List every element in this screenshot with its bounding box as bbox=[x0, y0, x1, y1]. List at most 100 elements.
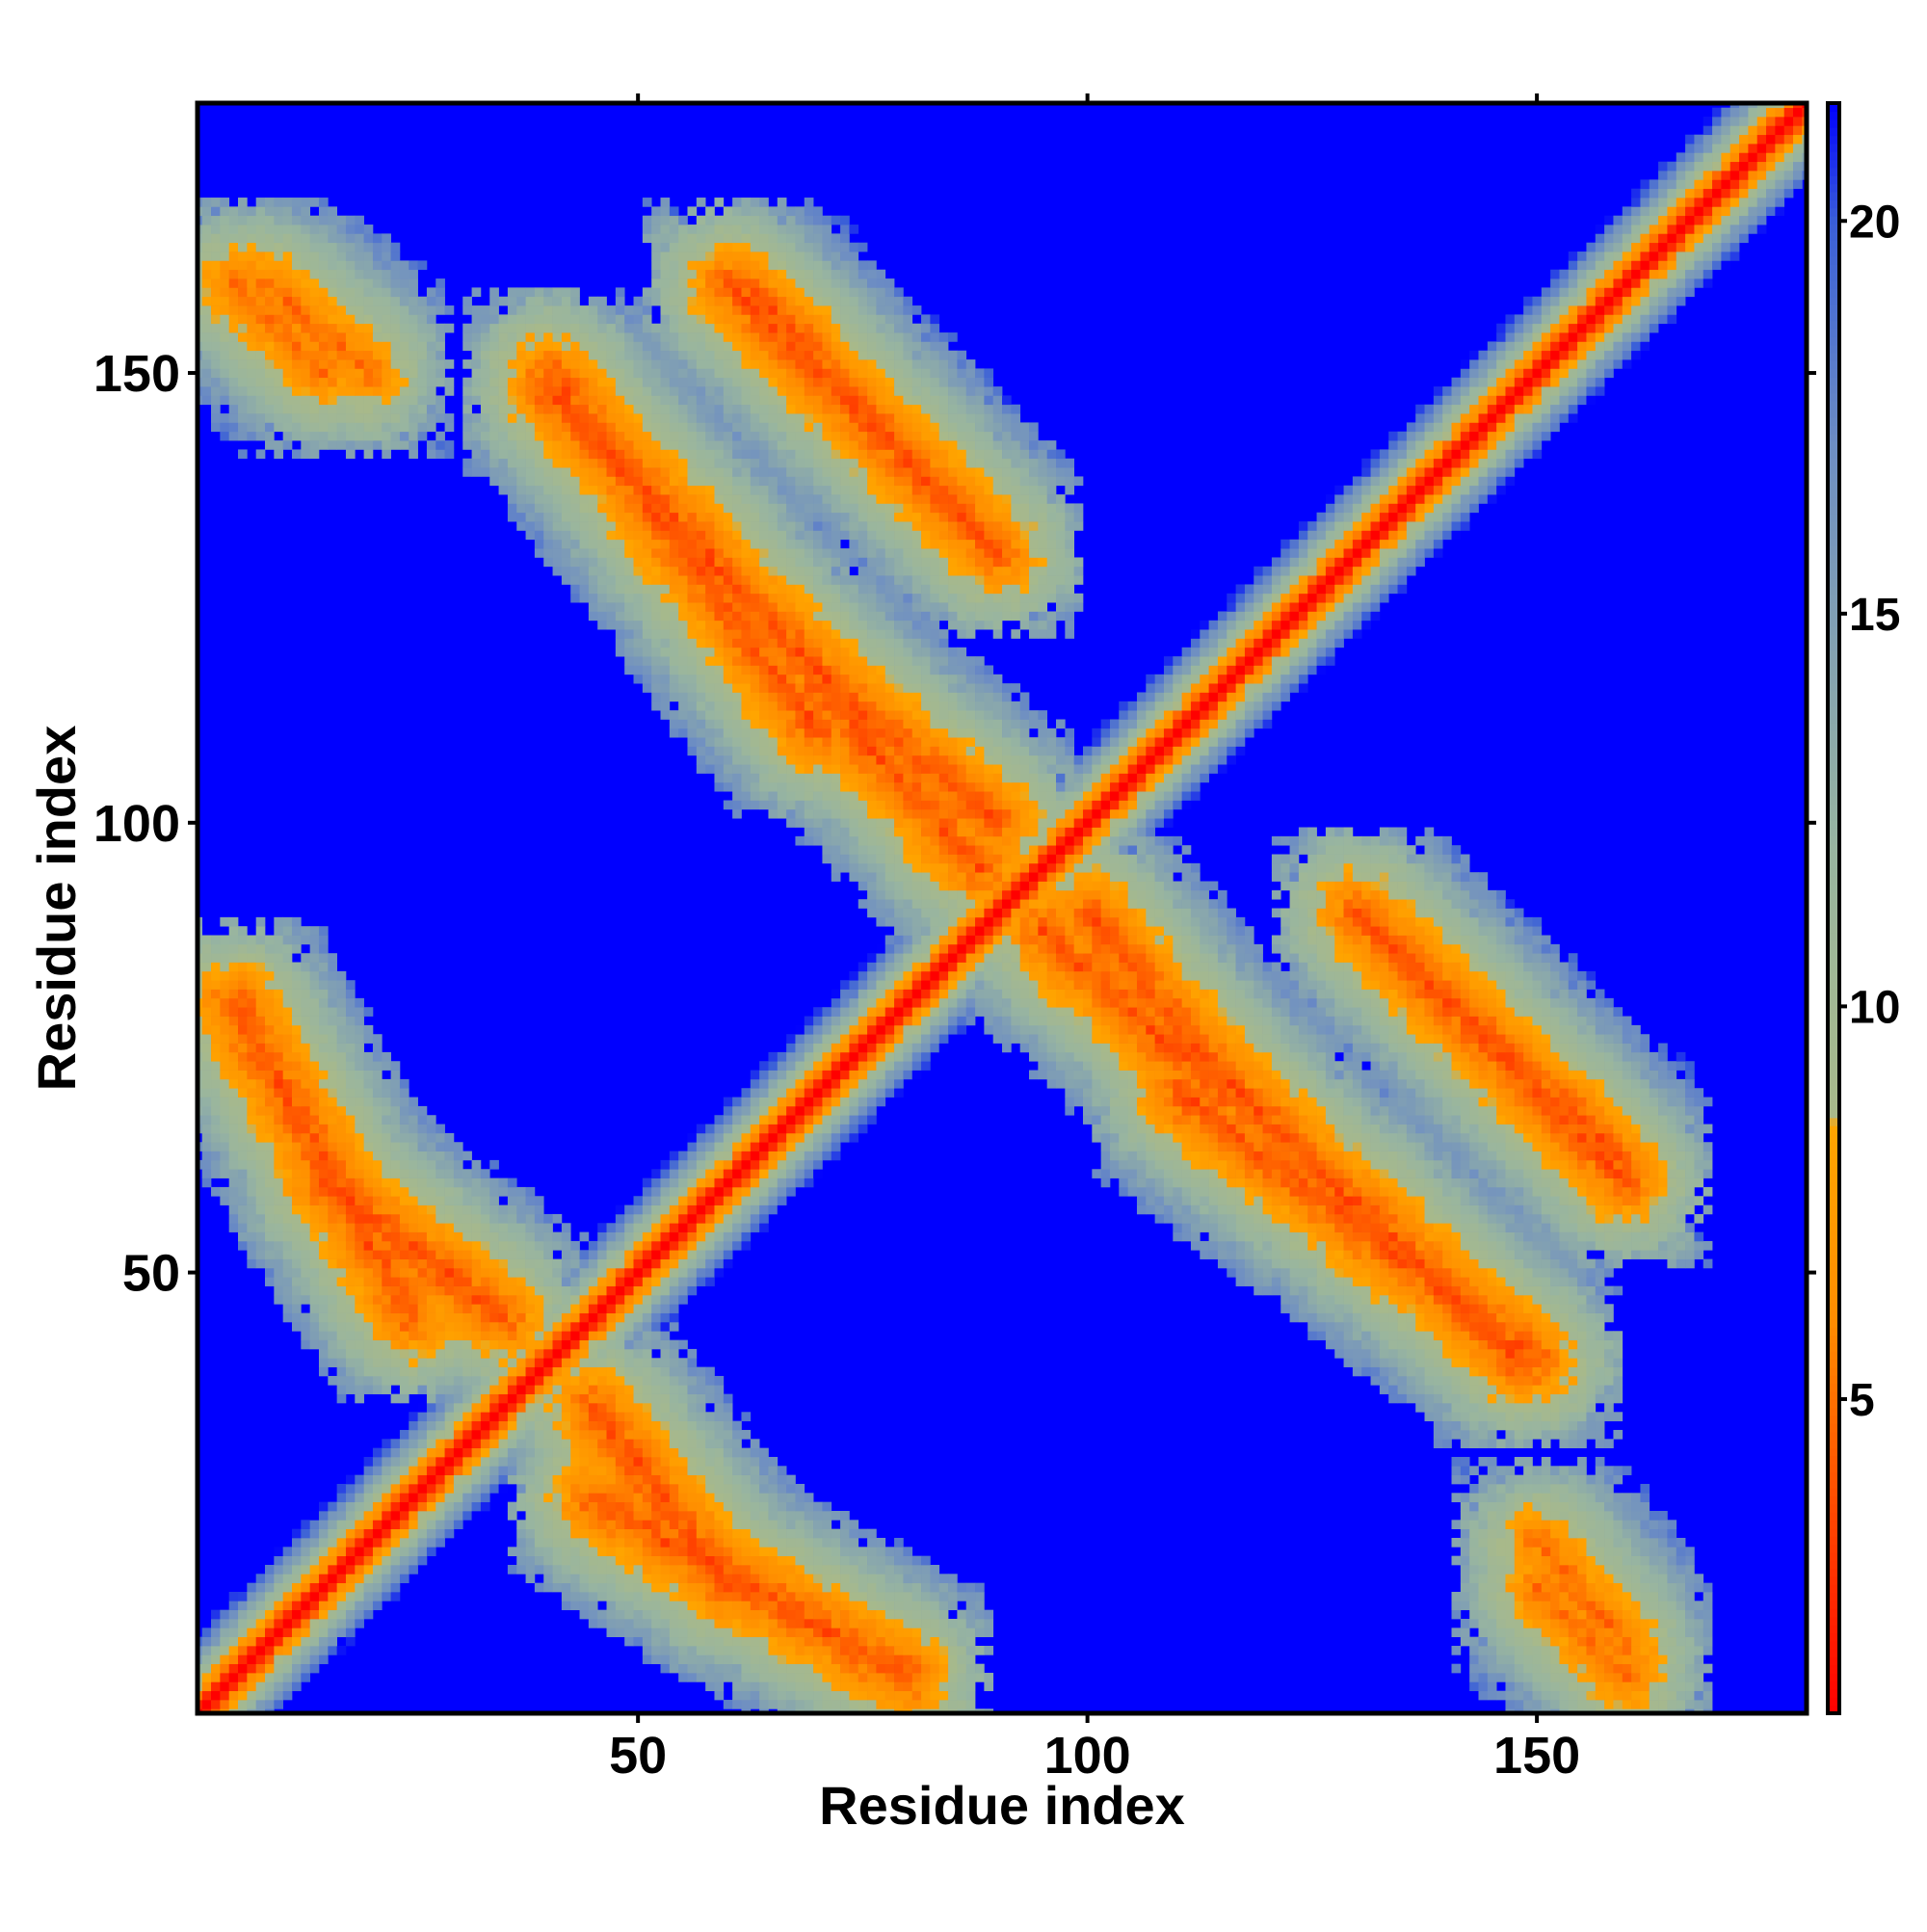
heatmap-cell bbox=[1496, 1258, 1506, 1269]
heatmap-cell bbox=[328, 1250, 337, 1259]
heatmap-cell bbox=[1280, 1196, 1290, 1205]
heatmap-cell bbox=[480, 1213, 490, 1224]
heatmap-cell bbox=[1532, 1420, 1543, 1431]
heatmap-cell bbox=[453, 1358, 463, 1367]
heatmap-cell bbox=[1577, 1601, 1587, 1611]
heatmap-cell bbox=[1613, 1646, 1623, 1655]
heatmap-cell bbox=[957, 1582, 967, 1593]
heatmap-cell bbox=[1271, 1250, 1281, 1259]
heatmap-cell bbox=[606, 1582, 617, 1593]
heatmap-cell bbox=[1208, 1231, 1219, 1242]
heatmap-cell bbox=[642, 1285, 652, 1296]
heatmap-cell bbox=[1595, 1456, 1605, 1467]
heatmap-cell bbox=[884, 1663, 895, 1674]
heatmap-cell bbox=[588, 1493, 598, 1502]
heatmap-cell bbox=[714, 1474, 725, 1485]
heatmap-cell bbox=[328, 1178, 337, 1188]
heatmap-cell bbox=[1676, 1537, 1686, 1548]
heatmap-cell bbox=[274, 1294, 284, 1305]
heatmap-cell bbox=[552, 1231, 563, 1242]
heatmap-cell bbox=[1622, 1628, 1632, 1638]
heatmap-cell bbox=[1460, 1466, 1470, 1475]
heatmap-cell bbox=[1163, 1178, 1174, 1188]
heatmap-cell bbox=[849, 1565, 859, 1575]
heatmap-cell bbox=[840, 1574, 850, 1584]
heatmap-cell bbox=[444, 1439, 455, 1448]
heatmap-cell bbox=[642, 1186, 652, 1197]
heatmap-cell bbox=[498, 1213, 509, 1224]
heatmap-cell bbox=[1703, 1609, 1713, 1620]
heatmap-cell bbox=[1505, 1528, 1516, 1539]
heatmap-cell bbox=[840, 1673, 850, 1682]
heatmap-cell bbox=[1343, 1250, 1354, 1259]
heatmap-cell bbox=[372, 1348, 383, 1359]
heatmap-cell bbox=[471, 1267, 482, 1278]
heatmap-cell bbox=[355, 1294, 364, 1305]
heatmap-cell bbox=[867, 1565, 877, 1575]
heatmap-cell bbox=[660, 1178, 671, 1188]
heatmap-cell bbox=[1415, 1285, 1425, 1296]
heatmap-cell bbox=[876, 1547, 886, 1557]
heatmap-cell bbox=[1613, 1358, 1623, 1367]
heatmap-cell bbox=[1667, 1601, 1677, 1611]
heatmap-cell bbox=[265, 1609, 275, 1620]
heatmap-cell bbox=[930, 1565, 940, 1575]
heatmap-cell bbox=[714, 1520, 725, 1529]
heatmap-cell bbox=[1604, 1231, 1614, 1242]
heatmap-cell bbox=[678, 1213, 688, 1224]
heatmap-cell bbox=[372, 1231, 383, 1242]
heatmap-cell bbox=[1244, 1186, 1254, 1197]
heatmap-cell bbox=[372, 1537, 383, 1548]
heatmap-cell bbox=[795, 1555, 805, 1566]
heatmap-cell bbox=[355, 1474, 364, 1485]
heatmap-cell bbox=[1487, 1277, 1497, 1286]
heatmap-cell bbox=[1667, 1250, 1677, 1259]
heatmap-cell bbox=[291, 1213, 302, 1224]
heatmap-cell bbox=[1532, 1592, 1543, 1601]
heatmap-cell bbox=[768, 1628, 779, 1638]
heatmap-cell bbox=[1244, 1231, 1254, 1242]
heatmap-cell bbox=[355, 1169, 364, 1178]
heatmap-cell bbox=[678, 1285, 688, 1296]
heatmap-cell bbox=[507, 1294, 517, 1305]
heatmap-cell bbox=[723, 1258, 733, 1269]
heatmap-cell bbox=[345, 1493, 356, 1502]
heatmap-cell bbox=[543, 1285, 553, 1296]
heatmap-cell bbox=[1667, 1646, 1677, 1655]
heatmap-cell bbox=[372, 1582, 383, 1593]
heatmap-cell bbox=[1514, 1636, 1524, 1647]
heatmap-cell bbox=[1496, 1393, 1506, 1404]
heatmap-cell bbox=[696, 1565, 706, 1575]
heatmap-cell bbox=[1640, 1628, 1650, 1638]
heatmap-cell bbox=[903, 1673, 913, 1682]
heatmap-cell bbox=[1676, 1636, 1686, 1647]
heatmap-cell bbox=[1640, 1582, 1650, 1593]
heatmap-cell bbox=[768, 1582, 779, 1593]
heatmap-cell bbox=[687, 1204, 698, 1215]
heatmap-cell bbox=[318, 1565, 329, 1575]
heatmap-cell bbox=[1586, 1510, 1597, 1521]
heatmap-cell bbox=[1227, 1267, 1236, 1278]
heatmap-cell bbox=[1613, 1429, 1623, 1440]
heatmap-cell bbox=[489, 1447, 499, 1458]
heatmap-cell bbox=[714, 1213, 725, 1224]
heatmap-cell bbox=[1568, 1186, 1578, 1197]
heatmap-cell bbox=[336, 1223, 347, 1232]
heatmap-cell bbox=[534, 1466, 544, 1475]
heatmap-cell bbox=[328, 1223, 337, 1232]
heatmap-cell bbox=[220, 1619, 230, 1628]
heatmap-cell bbox=[642, 1574, 652, 1584]
heatmap-cell bbox=[561, 1537, 571, 1548]
heatmap-cell bbox=[372, 1178, 383, 1188]
heatmap-cell bbox=[462, 1250, 472, 1259]
heatmap-cell bbox=[1343, 1304, 1354, 1313]
heatmap-cell bbox=[1442, 1196, 1452, 1205]
heatmap-cell bbox=[480, 1277, 490, 1286]
heatmap-cell bbox=[1200, 1204, 1209, 1215]
heatmap-cell bbox=[624, 1466, 634, 1475]
heatmap-cell bbox=[480, 1294, 490, 1305]
heatmap-cell bbox=[894, 1690, 904, 1701]
heatmap-cell bbox=[741, 1493, 752, 1502]
heatmap-cell bbox=[1415, 1312, 1425, 1323]
heatmap-cell bbox=[1244, 1240, 1254, 1251]
